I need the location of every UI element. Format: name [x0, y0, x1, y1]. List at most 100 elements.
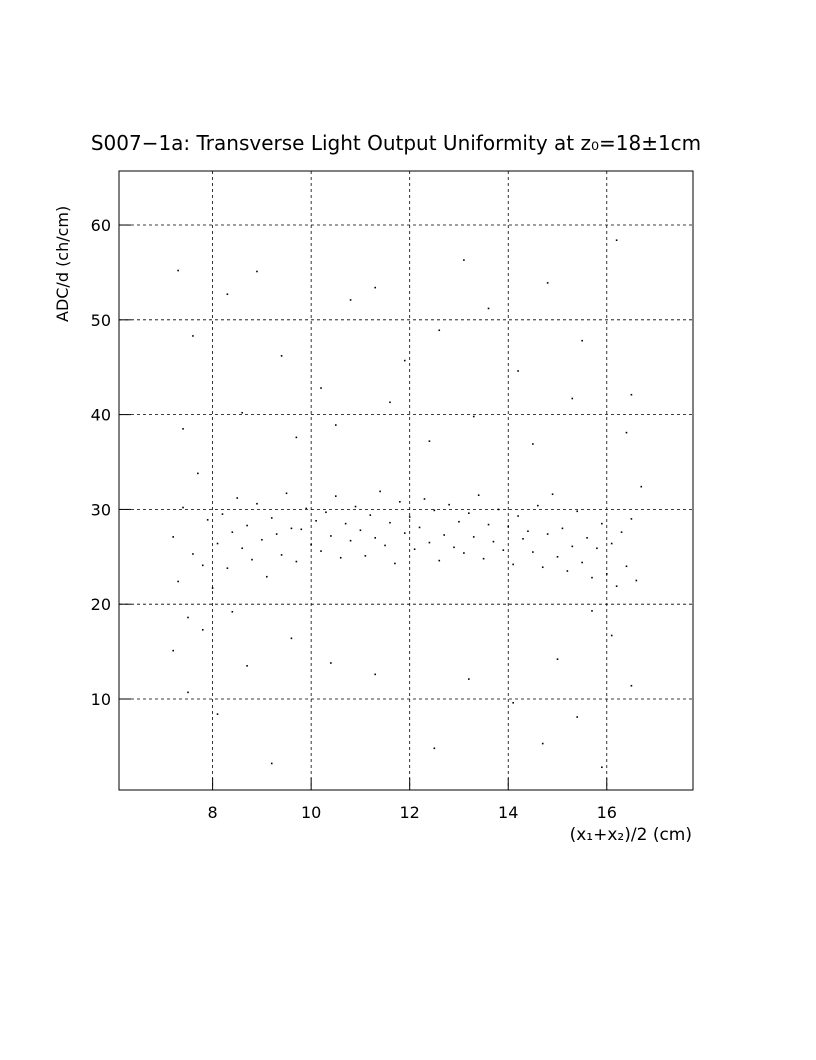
point	[541, 742, 544, 745]
point	[527, 530, 529, 533]
point	[458, 520, 460, 523]
point	[581, 561, 583, 564]
point	[261, 538, 263, 541]
point	[492, 540, 495, 543]
point	[472, 536, 475, 538]
point	[334, 424, 337, 426]
point	[453, 546, 455, 549]
point	[201, 564, 204, 567]
point	[625, 565, 628, 568]
point	[472, 415, 475, 418]
point	[285, 492, 288, 495]
x-tick-label: 10	[301, 803, 321, 822]
point	[615, 585, 618, 587]
point	[374, 286, 377, 289]
x-tick-label: 14	[498, 803, 518, 822]
point	[226, 567, 229, 569]
plot-frame	[118, 170, 694, 791]
point	[192, 553, 194, 555]
point	[246, 524, 248, 527]
point	[497, 508, 500, 511]
point	[487, 307, 490, 310]
point	[541, 566, 544, 569]
y-tick-label: 20	[91, 595, 111, 614]
point	[403, 359, 406, 362]
point	[334, 495, 337, 497]
point	[241, 547, 243, 550]
point	[507, 525, 510, 528]
point	[325, 511, 327, 514]
point	[172, 649, 174, 652]
point	[211, 587, 214, 589]
point	[266, 575, 268, 578]
point	[275, 533, 278, 535]
point	[339, 556, 342, 559]
point	[379, 490, 381, 493]
point	[428, 440, 431, 442]
point	[295, 436, 298, 439]
point	[463, 259, 465, 261]
point	[182, 428, 184, 430]
y-tick-label: 60	[91, 216, 111, 235]
point	[428, 541, 431, 544]
point	[586, 537, 588, 539]
point	[344, 522, 347, 525]
point	[349, 299, 352, 301]
point	[556, 658, 559, 660]
point	[512, 563, 514, 566]
point	[177, 580, 179, 583]
point	[251, 558, 253, 561]
point	[374, 537, 377, 539]
point	[477, 494, 480, 496]
x-tick-label: 8	[208, 803, 218, 822]
point	[640, 485, 643, 488]
point	[280, 355, 283, 357]
point	[389, 401, 391, 404]
point	[270, 762, 273, 765]
x-tick-label: 16	[597, 803, 617, 822]
point	[596, 547, 598, 550]
point	[571, 545, 574, 548]
point	[423, 498, 426, 500]
point	[630, 393, 633, 396]
point	[610, 634, 613, 637]
point	[192, 335, 194, 337]
point	[374, 673, 377, 676]
y-tick-label: 10	[91, 690, 111, 709]
point	[187, 691, 189, 694]
point	[576, 510, 579, 513]
point	[413, 548, 416, 551]
point	[182, 506, 184, 509]
point	[635, 579, 638, 582]
point	[482, 557, 485, 560]
point	[177, 269, 179, 272]
point	[571, 397, 574, 400]
point	[236, 497, 239, 499]
point	[610, 542, 613, 545]
point	[561, 527, 564, 530]
point	[438, 329, 441, 332]
point	[576, 716, 579, 718]
point	[468, 678, 470, 680]
point	[256, 270, 258, 273]
point	[532, 551, 534, 553]
point	[630, 518, 633, 520]
point	[201, 628, 204, 631]
point	[463, 552, 465, 554]
point	[581, 339, 583, 342]
point	[172, 536, 174, 538]
point	[443, 534, 445, 536]
point	[305, 507, 308, 510]
point	[468, 512, 470, 515]
chart-title: S007−1a: Transverse Light Output Uniform…	[91, 131, 701, 155]
point	[433, 747, 436, 750]
point	[556, 556, 559, 558]
point	[448, 503, 450, 506]
point	[349, 539, 352, 542]
y-tick-label: 50	[91, 311, 111, 330]
point	[418, 526, 421, 529]
point	[354, 505, 357, 508]
point	[221, 513, 224, 515]
point	[601, 522, 603, 525]
